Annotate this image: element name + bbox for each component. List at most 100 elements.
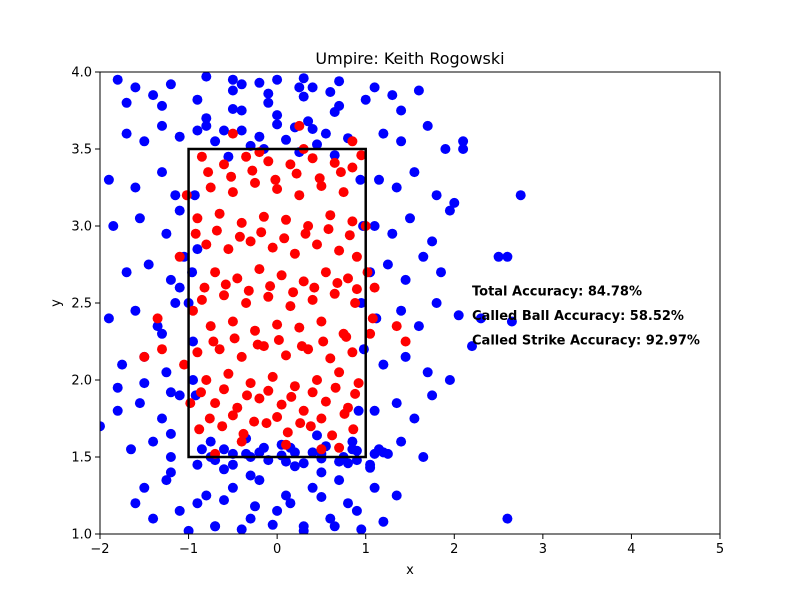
strike-point (291, 168, 302, 179)
strike-point (350, 298, 361, 308)
strike-point (276, 399, 287, 410)
strike-point (261, 418, 272, 429)
strike-point (190, 228, 201, 239)
strike-point (241, 298, 252, 308)
ball-point (165, 467, 176, 478)
strike-point (223, 244, 234, 255)
ball-point (307, 124, 318, 134)
ball-point (329, 521, 340, 532)
ball-point (387, 90, 398, 101)
y-tick-label: 1.0 (71, 528, 92, 543)
strike-point (194, 424, 205, 435)
ball-point (356, 524, 367, 534)
ball-point (165, 452, 176, 462)
strike-point (320, 396, 331, 407)
ball-point (250, 501, 260, 512)
strike-point (316, 413, 327, 424)
strike-point (232, 402, 243, 413)
strike-point (214, 208, 225, 219)
strike-point (203, 167, 214, 178)
ball-point (130, 498, 141, 509)
strike-point (249, 416, 260, 427)
ball-point (188, 336, 198, 347)
ball-point (369, 221, 380, 231)
strike-point (223, 368, 234, 379)
strike-point (201, 375, 212, 385)
ball-point (139, 136, 150, 147)
strike-point (199, 282, 210, 293)
strike-point (270, 174, 281, 185)
ball-point (444, 205, 455, 216)
strike-point (323, 224, 334, 235)
strike-point (312, 375, 322, 385)
ball-point (165, 79, 176, 90)
y-axis-label: y (49, 299, 64, 307)
ball-point (174, 131, 185, 142)
y-tick-label: 2.0 (71, 374, 92, 389)
strike-point (258, 211, 269, 222)
ball-point (316, 467, 327, 478)
ball-point (134, 398, 145, 409)
ball-point (196, 444, 207, 455)
strike-point (341, 331, 352, 342)
ball-point (236, 125, 247, 136)
ball-point (334, 76, 345, 87)
ball-point (210, 521, 221, 532)
strike-point (282, 427, 293, 438)
ball-point (254, 77, 265, 88)
ball-point (112, 74, 123, 85)
strike-point (157, 344, 167, 355)
ball-point (334, 475, 345, 486)
ball-point (210, 136, 221, 147)
strike-point (238, 428, 249, 439)
ball-point (170, 298, 181, 308)
ball-point (161, 475, 172, 486)
strike-point (307, 153, 318, 164)
ball-point (267, 519, 278, 530)
strike-point (298, 276, 309, 287)
ball-point (427, 236, 438, 247)
ball-point (431, 190, 442, 201)
strike-point (288, 287, 299, 298)
ball-point (189, 190, 200, 201)
strike-point (348, 424, 359, 435)
strike-point (347, 162, 358, 173)
ball-point (347, 436, 358, 447)
strike-point (298, 405, 309, 416)
ball-point (378, 359, 389, 370)
ball-point (157, 120, 167, 131)
ball-point (148, 90, 159, 101)
strike-point (219, 384, 229, 395)
strike-point (365, 328, 376, 339)
x-axis-label: x (406, 563, 414, 578)
ball-point (396, 136, 407, 147)
ball-point (130, 182, 141, 193)
chart-title: Umpire: Keith Rogowski (315, 49, 504, 68)
ball-point (396, 436, 407, 447)
strike-point (330, 382, 341, 393)
strike-point (329, 288, 340, 299)
ball-point (245, 513, 256, 524)
ball-point (157, 100, 167, 111)
ball-point (219, 444, 229, 455)
ball-point (298, 73, 309, 84)
ball-point (400, 274, 411, 285)
strike-point (210, 267, 221, 278)
ball-point (227, 459, 238, 470)
strike-point (219, 159, 229, 170)
ball-point (405, 213, 415, 224)
strike-point (208, 336, 219, 347)
strike-point (300, 228, 311, 239)
ball-point (351, 505, 362, 516)
strike-point (320, 267, 331, 278)
ball-point (201, 490, 212, 501)
strike-point (139, 351, 150, 362)
ball-point (312, 139, 322, 150)
ball-point (329, 150, 340, 161)
strike-point (236, 217, 247, 228)
strike-point (272, 184, 283, 194)
ball-point (108, 221, 119, 231)
y-tick-label: 3.5 (71, 143, 92, 158)
strike-point (227, 187, 238, 198)
y-tick-label: 3.0 (71, 220, 92, 235)
